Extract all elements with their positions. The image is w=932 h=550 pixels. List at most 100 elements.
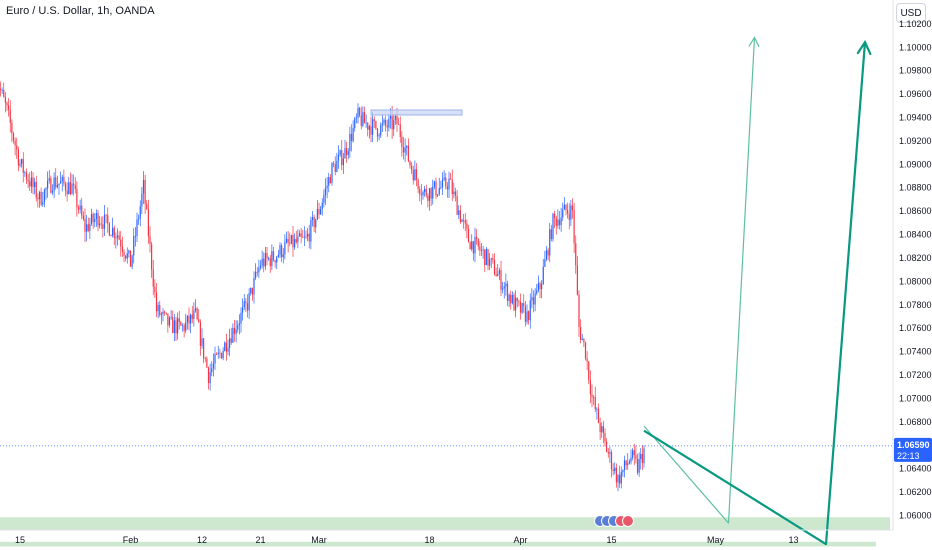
projection-arrow-light — [643, 37, 756, 524]
candle — [333, 160, 335, 168]
candle — [607, 448, 609, 458]
candle — [368, 124, 370, 139]
currency-button[interactable]: USD — [896, 3, 926, 23]
candle — [185, 313, 187, 334]
candle — [381, 115, 383, 133]
candle — [349, 126, 351, 158]
candle — [172, 310, 174, 334]
candle — [168, 316, 171, 328]
candle — [562, 202, 564, 221]
candle — [47, 171, 49, 198]
candle — [409, 160, 411, 169]
candle — [250, 287, 252, 296]
candle — [245, 297, 247, 313]
candle — [367, 122, 369, 137]
candle — [125, 254, 127, 262]
candle — [38, 190, 41, 208]
candle — [199, 319, 201, 356]
y-tick-label: 1.09400 — [899, 113, 932, 123]
candle — [480, 243, 483, 256]
demand-zone — [0, 517, 890, 531]
candle — [63, 169, 65, 187]
candle — [459, 205, 461, 224]
candle — [302, 229, 304, 238]
price-badge-value: 1.06590 — [897, 440, 930, 450]
candle — [433, 180, 435, 190]
candle — [263, 252, 265, 273]
candle — [477, 238, 479, 251]
candle — [583, 338, 585, 347]
candle — [497, 264, 499, 277]
candle — [274, 259, 276, 268]
candle — [539, 281, 541, 299]
candle — [82, 211, 84, 221]
candle — [86, 215, 88, 242]
candle — [128, 249, 130, 258]
candle — [32, 172, 34, 195]
candle — [177, 312, 179, 340]
y-tick-label: 1.09000 — [899, 159, 932, 169]
candle — [324, 178, 327, 206]
candle — [224, 341, 226, 352]
candle — [424, 185, 426, 197]
x-tick-label: Apr — [513, 535, 527, 545]
candle — [331, 162, 333, 186]
candle — [422, 190, 424, 200]
candle — [217, 345, 219, 359]
candle — [437, 193, 439, 198]
candle — [276, 255, 278, 270]
candle — [589, 370, 591, 404]
candle — [493, 253, 496, 276]
candle — [311, 211, 314, 227]
demand-zone — [0, 541, 876, 547]
candle — [87, 217, 89, 233]
candle — [316, 200, 318, 221]
candle — [334, 156, 336, 176]
candle — [558, 210, 561, 230]
candle — [154, 279, 156, 298]
candle — [112, 217, 114, 238]
candle — [129, 250, 132, 267]
candle — [310, 216, 312, 250]
candle — [165, 312, 167, 316]
candle — [100, 216, 102, 229]
candle — [24, 170, 26, 177]
candle — [183, 323, 185, 338]
candle — [53, 172, 55, 198]
x-tick-label: 12 — [197, 535, 207, 545]
candle — [375, 120, 377, 130]
candle — [297, 229, 299, 249]
candle — [510, 290, 512, 310]
candle — [425, 184, 427, 198]
candle — [16, 137, 18, 159]
candle — [549, 223, 551, 263]
candle — [25, 168, 28, 185]
candle — [469, 241, 471, 250]
candle — [420, 184, 422, 205]
candle — [643, 445, 645, 468]
candle — [446, 182, 448, 198]
x-tick-label: 15 — [606, 535, 616, 545]
candle — [341, 139, 343, 171]
candle — [42, 191, 44, 207]
candle — [284, 234, 286, 260]
candle — [281, 243, 283, 262]
candle — [339, 149, 341, 157]
candle — [305, 230, 307, 239]
candle — [175, 316, 177, 341]
candle — [253, 271, 255, 304]
candle — [521, 302, 523, 315]
candle — [110, 234, 112, 237]
candle — [40, 187, 42, 207]
candle — [277, 250, 279, 258]
candle — [622, 469, 624, 477]
candle — [167, 313, 169, 333]
y-tick-label: 1.08600 — [899, 206, 932, 216]
candle — [14, 137, 16, 156]
candle — [627, 453, 629, 470]
candle — [259, 260, 262, 271]
candle — [498, 267, 500, 281]
